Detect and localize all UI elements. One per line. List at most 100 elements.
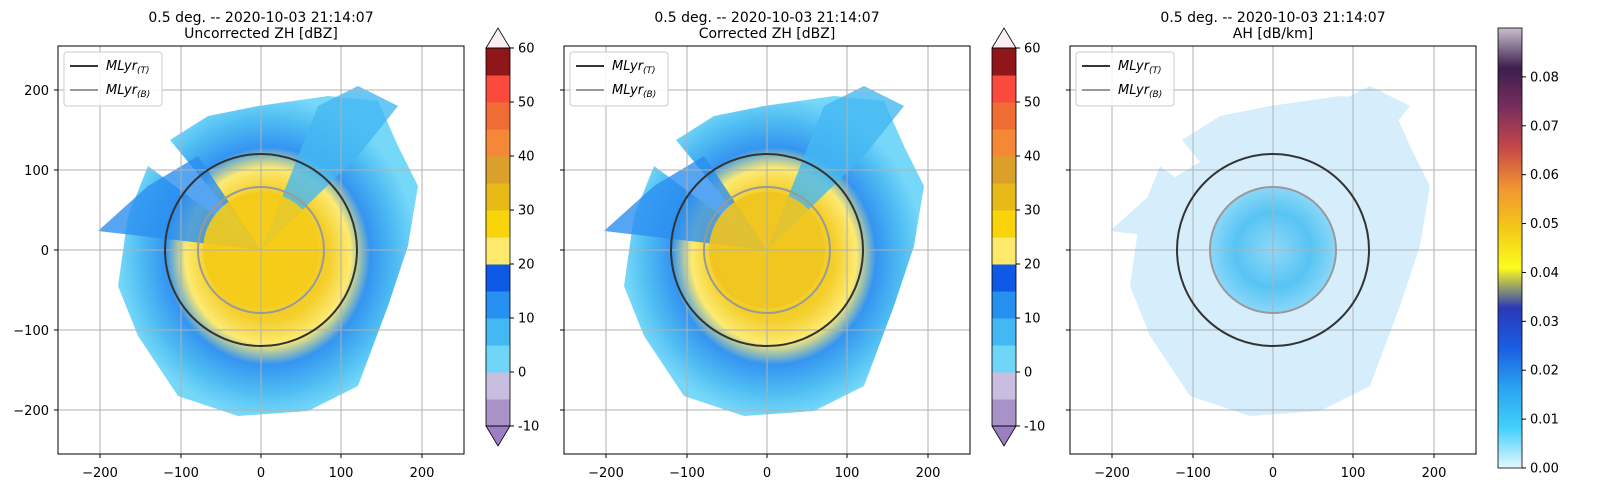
colorbar-segment [486,183,510,211]
x-axis-ticks: −200 −100 0 100 200 [82,454,434,481]
colorbar-segment [992,156,1016,184]
svg-text:MLyr(B): MLyr(B) [612,83,656,100]
mlyr-top-ring [164,153,358,347]
radar-field [604,86,924,416]
x-tick-label: 200 [916,466,941,481]
y-tick-label: −200 [13,404,49,419]
x-tick-label: −200 [1094,466,1130,481]
colorbar-tick-label: 50 [1024,96,1041,111]
colorbar-segment [486,318,510,346]
y-tick-label: 100 [24,164,49,179]
radar-field [98,86,418,416]
colorbar-tick-label: 0.03 [1530,315,1559,330]
colorbar-segment [992,183,1016,211]
colorbar-segment [992,237,1016,265]
svg-text:MLyr(B): MLyr(B) [1118,83,1162,100]
y-tick-label: 0 [41,244,49,259]
grid-lines [1070,46,1476,454]
colorbar-segment [992,129,1016,157]
colorbar-segment [992,399,1016,427]
legend-top-sub: (T) [1149,66,1162,76]
legend-bottom-sub: (B) [1149,90,1162,100]
grid-lines [58,46,464,454]
y-axis-ticks [560,89,564,411]
colorbar-tick-label: 0 [518,366,526,381]
colorbar-tick-label: 0 [1024,366,1032,381]
colorbar-segment [486,264,510,292]
legend-bottom-sub: (B) [643,90,656,100]
colorbar-tick-label: 40 [518,150,535,165]
panel-corrected: 0.5 deg. -- 2020-10-03 21:14:07 Correcte… [560,10,971,481]
x-tick-label: 0 [257,466,265,481]
colorbar-segment [992,210,1016,238]
colorbar-tick-label: 0.06 [1530,168,1559,183]
legend-top-label: MLyr [1118,59,1151,74]
colorbar-tick-label: 30 [1024,204,1041,219]
x-axis-ticks: −200 −100 0 100 200 [1094,454,1446,481]
y-axis-ticks: 200 100 0 −100 −200 [13,84,58,419]
legend-top-label: MLyr [612,59,645,74]
svg-text:MLyr(T): MLyr(T) [106,59,150,76]
colorbar-tick-label: 20 [1024,258,1041,273]
colorbar-segment [992,264,1016,292]
svg-text:MLyr(B): MLyr(B) [106,83,150,100]
colorbar-tick-label: 60 [518,42,535,57]
colorbar-segment [486,372,510,400]
legend-bottom-sub: (B) [137,90,150,100]
svg-text:MLyr(T): MLyr(T) [612,59,656,76]
x-axis-ticks: −200 −100 0 100 200 [588,454,940,481]
x-tick-label: 100 [1341,466,1366,481]
colorbar-tick-label: 20 [518,258,535,273]
grid-lines [564,46,970,454]
colorbar-tick-label: 10 [518,312,535,327]
legend: MLyr(T) MLyr(B) [63,51,163,107]
colorbar-ah: 0.00 0.01 0.02 0.03 0.04 0.05 0.06 0.07 0.08 [1497,27,1559,477]
colorbar-segment [486,237,510,265]
x-tick-label: 0 [1269,466,1277,481]
legend-top-sub: (T) [137,66,150,76]
x-tick-label: −200 [588,466,624,481]
colorbar-segment [486,291,510,319]
colorbar-tick-label: 0.04 [1530,266,1559,281]
colorbar-segment [992,345,1016,373]
colorbar-tick-label: 40 [1024,150,1041,165]
colorbar-tick-label: 0.01 [1530,413,1559,428]
panel-ah: 0.5 deg. -- 2020-10-03 21:14:07 AH [dB/k… [1066,10,1477,481]
y-tick-label: 200 [24,84,49,99]
legend-bottom-label: MLyr [1118,83,1151,98]
colorbar-segment [486,345,510,373]
colorbar-over-triangle [485,27,511,49]
mlyr-bottom-ring [197,186,325,314]
colorbar-tick-label: 60 [1024,42,1041,57]
mlyr-bottom-ring [703,186,831,314]
panel-title-line1: 0.5 deg. -- 2020-10-03 21:14:07 [1160,10,1385,26]
colorbar-tick-label: -10 [1024,420,1045,435]
y-tick-label: −100 [13,324,49,339]
panel-title-line1: 0.5 deg. -- 2020-10-03 21:14:07 [148,10,373,26]
colorbar-ah-gradient [1497,27,1523,469]
colorbar-zh-corrected: -10 0 10 20 30 40 50 60 [991,27,1045,447]
colorbar-under-triangle [485,425,511,447]
colorbar-zh-uncorrected: -10 0 10 20 30 40 50 60 [485,27,539,447]
legend-top-sub: (T) [643,66,656,76]
legend-top-label: MLyr [106,59,139,74]
panel-uncorrected: 0.5 deg. -- 2020-10-03 21:14:07 Uncorrec… [13,10,465,481]
y-axis-ticks [1066,89,1070,411]
x-tick-label: 0 [763,466,771,481]
colorbar-segment [992,48,1016,76]
colorbar-tick-label: 0.07 [1530,119,1559,134]
colorbar-tick-label: 10 [1024,312,1041,327]
colorbar-segment [486,210,510,238]
colorbar-tick-label: 0.05 [1530,217,1559,232]
colorbar-segment [486,156,510,184]
legend-bottom-label: MLyr [106,83,139,98]
colorbar-tick-label: 50 [518,96,535,111]
colorbar-segment [486,399,510,427]
x-tick-label: −200 [82,466,118,481]
panel-title-line2: Uncorrected ZH [dBZ] [184,26,338,42]
x-tick-label: 200 [410,466,435,481]
colorbar-segment [992,318,1016,346]
colorbar-tick-label: 30 [518,204,535,219]
legend: MLyr(T) MLyr(B) [1075,51,1175,107]
